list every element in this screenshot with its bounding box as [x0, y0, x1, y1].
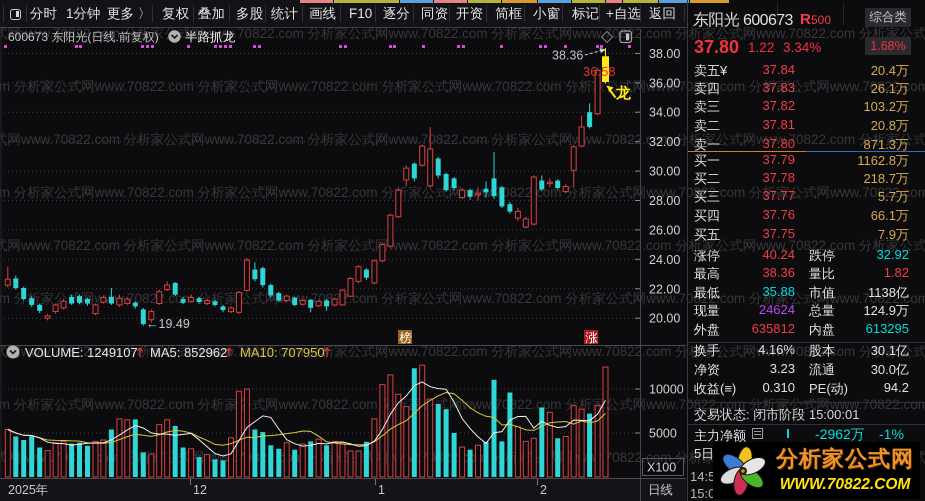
svg-text:30.00: 30.00	[649, 165, 680, 179]
svg-text:600673 东阳光(日线.前复权): 600673 东阳光(日线.前复权)	[8, 30, 159, 44]
svg-text:34.00: 34.00	[649, 106, 680, 120]
svg-text:日线: 日线	[648, 483, 674, 497]
svg-text:榜: 榜	[399, 331, 413, 345]
svg-text:38.00: 38.00	[649, 47, 680, 61]
svg-text:36.58: 36.58	[583, 64, 616, 79]
svg-text:半路抓龙: 半路抓龙	[185, 30, 235, 44]
svg-text:←19.49: ←19.49	[146, 317, 190, 331]
svg-text:MA10: 707950: MA10: 707950	[240, 345, 325, 360]
svg-text:38.36: 38.36	[552, 49, 583, 63]
svg-text:28.00: 28.00	[649, 194, 680, 208]
svg-text:2: 2	[540, 483, 547, 497]
svg-text:X100: X100	[647, 461, 676, 475]
svg-text:2025年: 2025年	[8, 483, 48, 497]
svg-text:10000: 10000	[649, 383, 684, 397]
svg-text:VOLUME: 1249107: VOLUME: 1249107	[25, 345, 138, 360]
svg-text:22.00: 22.00	[649, 282, 680, 296]
svg-text:36.00: 36.00	[649, 76, 680, 90]
svg-text:5000: 5000	[649, 427, 677, 441]
svg-text:20.00: 20.00	[649, 312, 680, 326]
svg-text:12: 12	[193, 483, 207, 497]
svg-text:24.00: 24.00	[649, 253, 680, 267]
svg-text:龙: 龙	[615, 85, 631, 102]
svg-text:1: 1	[378, 483, 385, 497]
svg-text:26.00: 26.00	[649, 223, 680, 237]
svg-text:32.00: 32.00	[649, 135, 680, 149]
svg-text:涨: 涨	[585, 331, 599, 345]
svg-text:MA5: 852962: MA5: 852962	[150, 345, 227, 360]
